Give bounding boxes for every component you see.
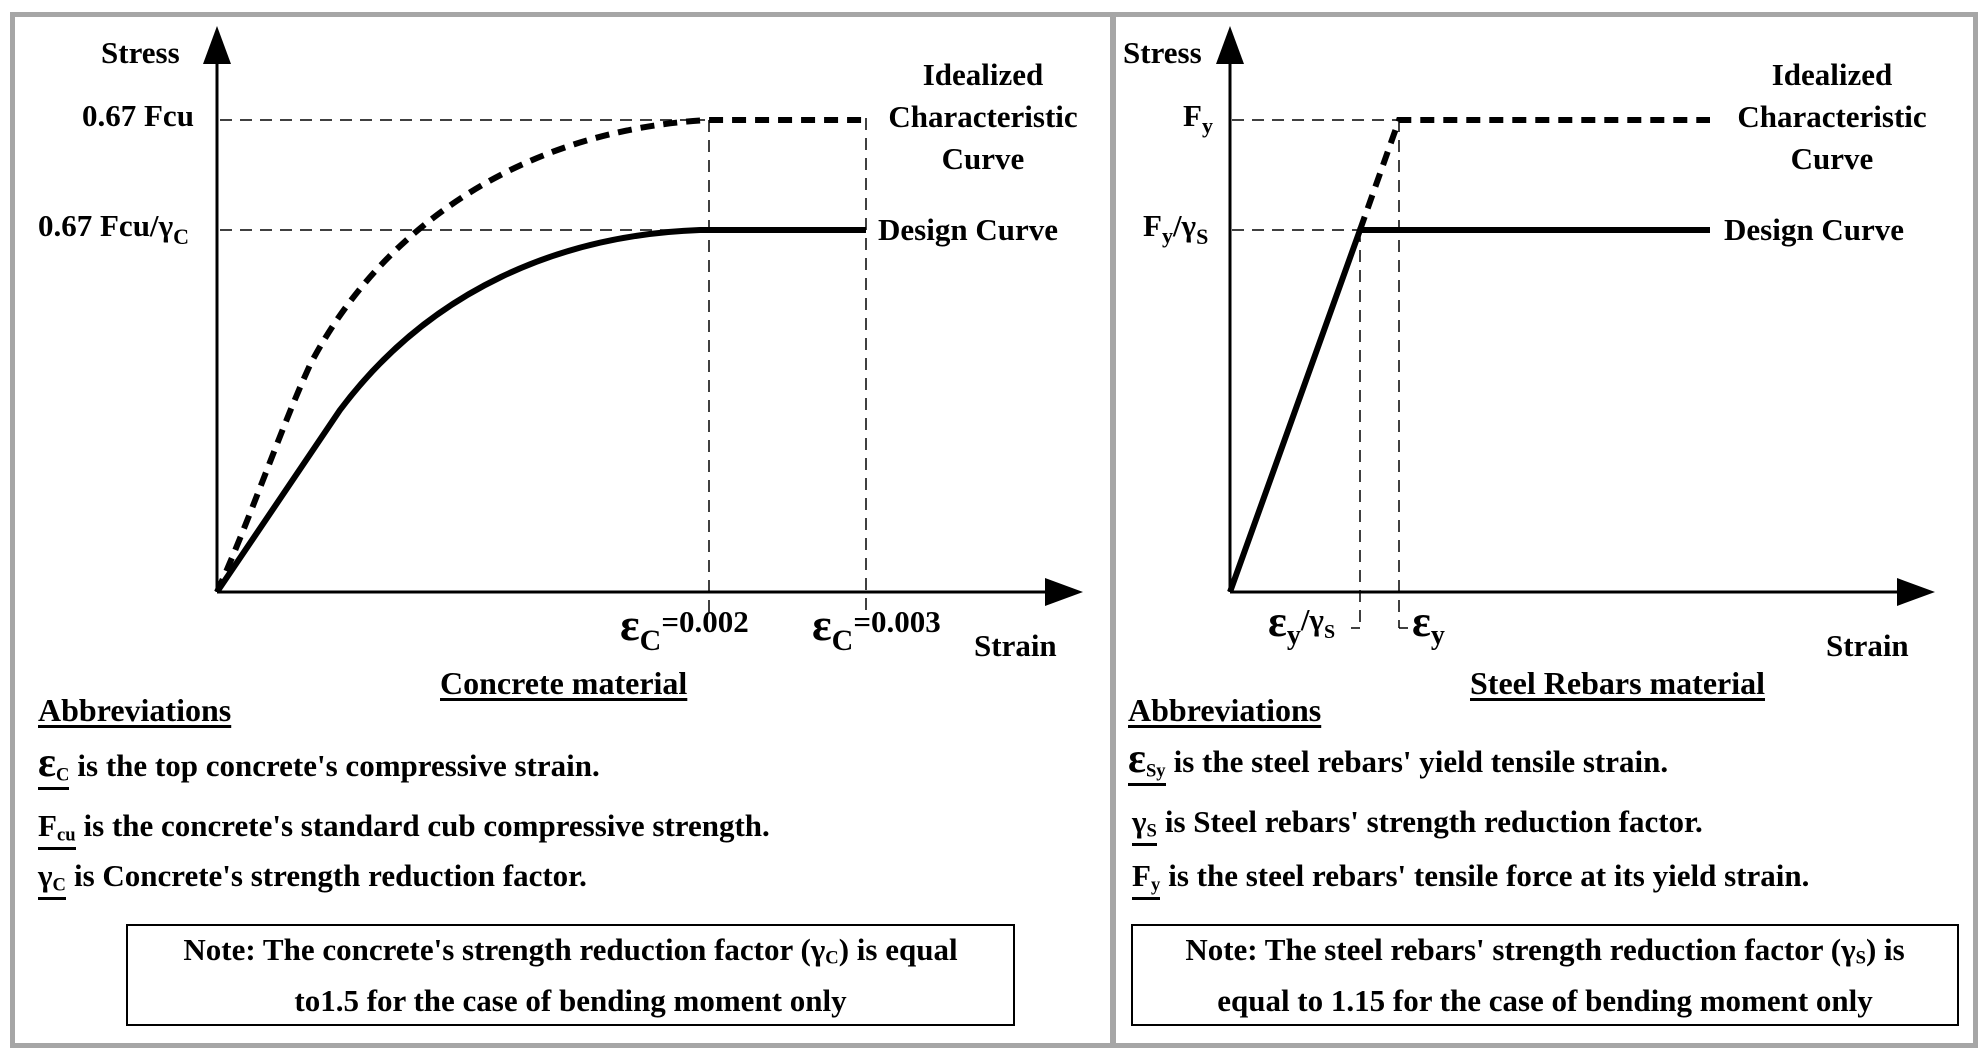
concrete-abbrev-eps: εC is the top concrete's compressive stra… [38,742,600,791]
concrete-note-line-1: Note: The concrete's strength reduction … [183,932,958,969]
concrete-idealized-label-3: Curve [942,141,1025,176]
concrete-x-tick-2: εC=0.003 [812,599,941,657]
abbrev-symbol: εSy [1128,738,1166,787]
concrete-idealized-label-2: Characteristic [888,99,1077,134]
steel-x-tick-eps-yield: εy [1412,597,1445,651]
steel-design-curve [1227,227,1710,594]
abbrev-symbol: γS [1132,806,1157,847]
concrete-design-curve [214,227,866,594]
concrete-design-label: Design Curve [878,212,1058,247]
steel-note-box: Note: The steel rebars' strength reducti… [1131,924,1959,1026]
concrete-idealized-label-1: Idealized [923,57,1044,92]
concrete-caption: Concrete material [440,665,688,701]
concrete-x-axis-label: Strain [974,628,1057,663]
steel-idealized-curve [1357,117,1710,232]
concrete-abbrev-title: Abbreviations [38,692,232,728]
steel-idealized-label-1: Idealized [1772,57,1893,92]
steel-note-line-2: equal to 1.15 for the case of bending mo… [1217,982,1873,1018]
concrete-y-axis-arrow-icon [203,26,231,64]
steel-note-line-1: Note: The steel rebars' strength reducti… [1185,932,1905,969]
abbrev-symbol: γC [38,860,66,901]
steel-abbrev-fy: Fy is the steel rebars' tensile force at … [1132,860,1809,901]
concrete-y-tick-design: 0.67 Fcu/γC [38,208,189,249]
steel-x-axis-label: Strain [1826,628,1909,663]
concrete-idealized-curve [214,117,866,594]
steel-x-axis-arrow-icon [1897,578,1935,606]
steel-design-label: Design Curve [1724,212,1904,247]
concrete-y-tick-top: 0.67 Fcu [82,98,194,133]
abbrev-symbol: Fcu [38,810,76,851]
steel-y-axis-arrow-icon [1216,26,1244,64]
panel-separator [1110,12,1116,1048]
concrete-y-axis-label: Stress [101,35,180,70]
concrete-x-axis-arrow-icon [1045,578,1083,606]
steel-caption: Steel Rebars material [1470,665,1766,701]
steel-y-tick-fy-gamma: Fy/γS [1143,208,1208,249]
concrete-chart: Stress 0.67 Fcu 0.67 Fcu/γC εC=0.002 εC=… [38,26,1083,663]
abbrev-symbol: εC [38,742,70,791]
steel-x-tick-eps-design: εy/γS [1268,597,1335,651]
outer-frame [10,12,1978,1048]
steel-abbrev-title: Abbreviations [1128,692,1322,728]
steel-idealized-label-3: Curve [1791,141,1874,176]
concrete-note-box: Note: The concrete's strength reduction … [126,924,1015,1026]
steel-idealized-label-2: Characteristic [1737,99,1926,134]
concrete-abbrev-fcu: Fcu is the concrete's standard cub compre… [38,810,770,851]
concrete-abbrev-gamma: γC is Concrete's strength reduction facto… [38,860,587,901]
concrete-note-line-2: to1.5 for the case of bending moment onl… [294,982,847,1018]
steel-y-tick-fy: Fy [1183,98,1213,138]
abbrev-symbol: Fy [1132,860,1161,901]
steel-abbrev-gamma: γS is Steel rebars' strength reduction fa… [1132,806,1703,847]
steel-y-axis-label: Stress [1123,35,1202,70]
steel-abbrev-eps: εSy is the steel rebars' yield tensile st… [1128,738,1668,787]
steel-chart: Stress Fy Fy/γS εy/γS εy Strain Idealize… [1123,26,1935,663]
concrete-x-tick-1: εC=0.002 [620,599,749,657]
